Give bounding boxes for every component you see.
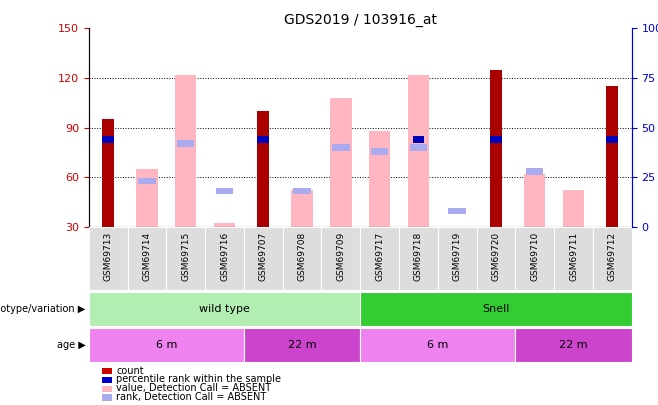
Bar: [524, 174, 545, 227]
Bar: [476, 227, 515, 290]
Bar: [360, 227, 399, 290]
Bar: [103, 136, 114, 143]
Text: 6 m: 6 m: [156, 340, 177, 350]
Bar: [563, 190, 584, 227]
Text: GSM69718: GSM69718: [414, 232, 423, 281]
Text: GSM69707: GSM69707: [259, 232, 268, 281]
Bar: [322, 227, 360, 290]
Bar: [369, 131, 390, 227]
Text: count: count: [116, 366, 144, 375]
Text: wild type: wild type: [199, 304, 250, 314]
Bar: [89, 227, 128, 290]
Text: percentile rank within the sample: percentile rank within the sample: [116, 375, 282, 384]
Bar: [607, 86, 618, 227]
Bar: [490, 136, 502, 143]
Bar: [89, 292, 361, 326]
Text: 22 m: 22 m: [559, 340, 588, 350]
Bar: [413, 136, 424, 143]
Title: GDS2019 / 103916_at: GDS2019 / 103916_at: [284, 13, 437, 27]
Bar: [408, 75, 429, 227]
Bar: [554, 227, 593, 290]
Text: GSM69709: GSM69709: [336, 232, 345, 281]
Text: GSM69719: GSM69719: [453, 232, 462, 281]
Text: age ▶: age ▶: [57, 340, 86, 350]
Bar: [177, 140, 195, 147]
Text: GSM69717: GSM69717: [375, 232, 384, 281]
Bar: [103, 119, 114, 227]
Bar: [332, 144, 349, 151]
Bar: [515, 227, 554, 290]
Text: genotype/variation ▶: genotype/variation ▶: [0, 304, 86, 314]
Bar: [166, 227, 205, 290]
Text: 22 m: 22 m: [288, 340, 316, 350]
Bar: [593, 227, 632, 290]
Text: GSM69710: GSM69710: [530, 232, 540, 281]
Text: GSM69716: GSM69716: [220, 232, 229, 281]
Bar: [399, 227, 438, 290]
Bar: [515, 328, 632, 362]
Bar: [136, 169, 158, 227]
Text: GSM69715: GSM69715: [181, 232, 190, 281]
Bar: [283, 227, 322, 290]
Bar: [175, 75, 197, 227]
Bar: [205, 227, 244, 290]
Text: Snell: Snell: [482, 304, 510, 314]
Bar: [89, 328, 244, 362]
Text: value, Detection Call = ABSENT: value, Detection Call = ABSENT: [116, 384, 272, 393]
Bar: [371, 148, 388, 155]
Bar: [244, 328, 360, 362]
Bar: [410, 144, 427, 151]
Text: GSM69712: GSM69712: [608, 232, 617, 281]
Bar: [138, 178, 156, 184]
Bar: [257, 111, 269, 227]
Bar: [291, 190, 313, 227]
Text: rank, Detection Call = ABSENT: rank, Detection Call = ABSENT: [116, 392, 266, 402]
Bar: [526, 168, 544, 175]
Bar: [449, 208, 466, 214]
Bar: [214, 224, 235, 227]
Bar: [490, 70, 502, 227]
Bar: [293, 188, 311, 194]
Bar: [438, 227, 476, 290]
Bar: [330, 98, 351, 227]
Bar: [257, 136, 269, 143]
Bar: [360, 292, 632, 326]
Text: GSM69711: GSM69711: [569, 232, 578, 281]
Bar: [216, 188, 234, 194]
Bar: [360, 328, 515, 362]
Text: GSM69708: GSM69708: [297, 232, 307, 281]
Text: 6 m: 6 m: [427, 340, 449, 350]
Text: GSM69713: GSM69713: [104, 232, 113, 281]
Bar: [128, 227, 166, 290]
Text: GSM69720: GSM69720: [492, 232, 501, 281]
Text: GSM69714: GSM69714: [143, 232, 151, 281]
Bar: [244, 227, 283, 290]
Bar: [607, 136, 618, 143]
